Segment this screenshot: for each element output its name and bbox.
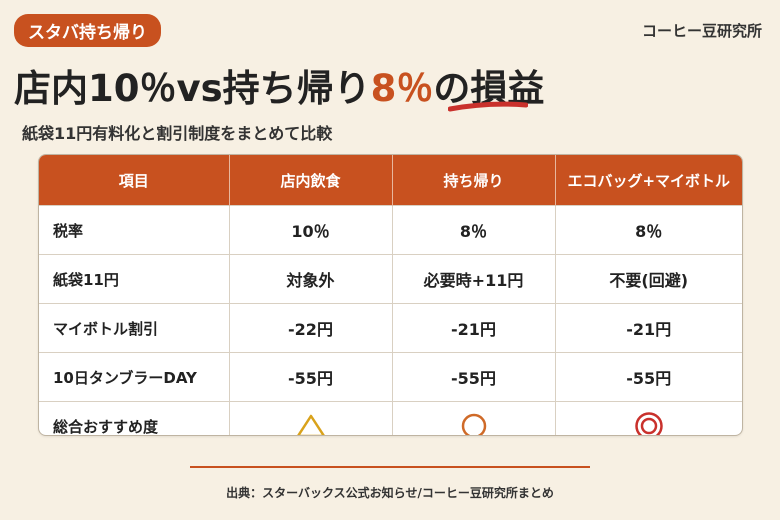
double-circle-icon [635, 412, 663, 435]
table-cell: -55円 [229, 352, 393, 402]
page-title: 店内10％vs持ち帰り8％の損益 [14, 58, 544, 112]
table-cell [229, 401, 393, 435]
row-label: 税率 [39, 205, 230, 255]
table-cell [392, 401, 556, 435]
table-cell [555, 401, 742, 435]
row-label: 10日タンブラーDAY [39, 352, 230, 402]
comparison-table: 項目 店内飲食 持ち帰り エコバッグ+マイボトル 税率 10％ 8％ 8％ 紙袋… [38, 154, 743, 436]
circle-icon [461, 413, 486, 435]
table-cell: 8％ [555, 205, 742, 255]
triangle-icon [296, 414, 325, 435]
title-part1: 店内10％vs持ち帰り [14, 67, 371, 110]
row-label: 紙袋11円 [39, 254, 230, 304]
table-cell: -55円 [555, 352, 742, 402]
category-tag: スタバ持ち帰り [14, 14, 161, 47]
table-row: 総合おすすめ度 [39, 401, 742, 435]
table-cell: -22円 [229, 303, 393, 353]
highlight-underline [448, 101, 528, 112]
brand-name: コーヒー豆研究所 [641, 22, 762, 40]
table-header-row: 項目 店内飲食 持ち帰り エコバッグ+マイボトル [39, 155, 742, 206]
row-label: 総合おすすめ度 [39, 401, 230, 435]
table-cell: 8％ [392, 205, 556, 255]
table-row: マイボトル割引 -22円 -21円 -21円 [39, 303, 742, 353]
subtitle: 紙袋11円有料化と割引制度をまとめて比較 [22, 124, 333, 143]
footer-divider [190, 466, 590, 468]
header-takeout: 持ち帰り [392, 155, 556, 206]
table-row: 紙袋11円 対象外 必要時+11円 不要(回避) [39, 254, 742, 304]
header-dine-in: 店内飲食 [229, 155, 393, 206]
table-row: 税率 10％ 8％ 8％ [39, 205, 742, 255]
table-cell: -55円 [392, 352, 556, 402]
table-cell: 必要時+11円 [392, 254, 556, 304]
table-cell: 不要(回避) [555, 254, 742, 304]
source-note: 出典：スターバックス公式お知らせ/コーヒー豆研究所まとめ [226, 486, 554, 500]
header-item: 項目 [39, 155, 230, 206]
row-label: マイボトル割引 [39, 303, 230, 353]
table-cell: -21円 [392, 303, 556, 353]
title-highlight: 8％ [370, 67, 434, 110]
header-ecobag-bottle: エコバッグ+マイボトル [555, 155, 742, 206]
table-cell: 対象外 [229, 254, 393, 304]
table-row: 10日タンブラーDAY -55円 -55円 -55円 [39, 352, 742, 402]
table-cell: -21円 [555, 303, 742, 353]
table-cell: 10％ [229, 205, 393, 255]
